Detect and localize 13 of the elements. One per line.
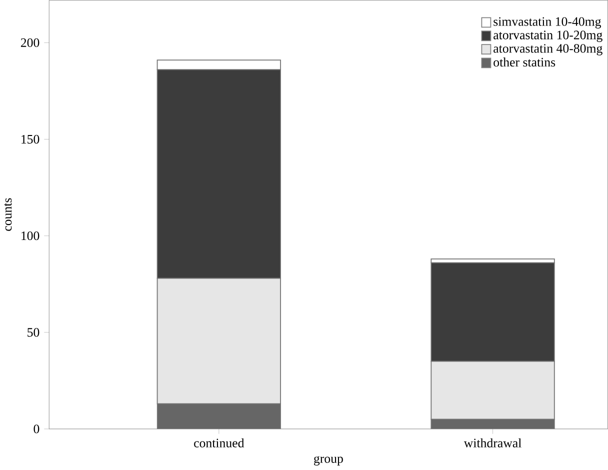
- x-axis-title: group: [314, 456, 343, 466]
- y-tick-label: 50: [28, 328, 40, 337]
- legend-label: atorvastatin 40-80mg: [494, 44, 602, 56]
- y-axis-title: counts: [4, 198, 12, 231]
- y-tick-label: 0: [34, 424, 40, 434]
- legend-label: simvastatin 10-40mg: [494, 17, 602, 29]
- legend-label: atorvastatin 10-20mg: [494, 30, 602, 42]
- y-tick-label: 150: [22, 135, 40, 144]
- y-tick-label: 100: [22, 232, 40, 240]
- legend-label: other statins: [494, 58, 556, 67]
- y-tick-label: 200: [20, 38, 40, 48]
- x-tick-label: withdrawal: [464, 438, 522, 448]
- x-tick-label: continued: [194, 438, 244, 448]
